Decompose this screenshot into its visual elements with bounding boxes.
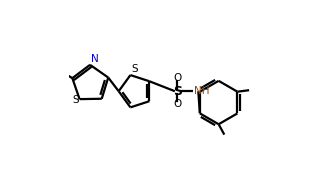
Text: O: O [173, 99, 181, 109]
Text: S: S [173, 85, 182, 98]
Text: NH: NH [194, 86, 210, 96]
Text: O: O [173, 73, 181, 83]
Text: N: N [91, 54, 99, 64]
Text: S: S [131, 64, 138, 74]
Text: S: S [73, 95, 80, 105]
